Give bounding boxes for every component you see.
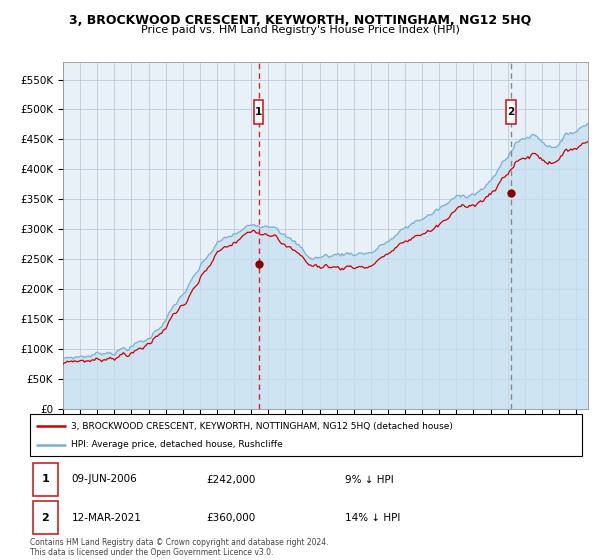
Text: HPI: Average price, detached house, Rushcliffe: HPI: Average price, detached house, Rush…: [71, 440, 283, 449]
Text: Contains HM Land Registry data © Crown copyright and database right 2024.
This d: Contains HM Land Registry data © Crown c…: [30, 538, 329, 557]
Text: 3, BROCKWOOD CRESCENT, KEYWORTH, NOTTINGHAM, NG12 5HQ: 3, BROCKWOOD CRESCENT, KEYWORTH, NOTTING…: [69, 14, 531, 27]
Text: 2: 2: [507, 107, 514, 117]
Text: 2: 2: [41, 512, 49, 522]
Text: 9% ↓ HPI: 9% ↓ HPI: [344, 474, 394, 484]
Text: Price paid vs. HM Land Registry's House Price Index (HPI): Price paid vs. HM Land Registry's House …: [140, 25, 460, 35]
Text: 14% ↓ HPI: 14% ↓ HPI: [344, 512, 400, 522]
Text: 09-JUN-2006: 09-JUN-2006: [71, 474, 137, 484]
Text: 3, BROCKWOOD CRESCENT, KEYWORTH, NOTTINGHAM, NG12 5HQ (detached house): 3, BROCKWOOD CRESCENT, KEYWORTH, NOTTING…: [71, 422, 453, 431]
Text: 12-MAR-2021: 12-MAR-2021: [71, 512, 141, 522]
FancyBboxPatch shape: [506, 100, 515, 124]
Text: 1: 1: [255, 107, 262, 117]
Text: £360,000: £360,000: [206, 512, 256, 522]
FancyBboxPatch shape: [254, 100, 263, 124]
FancyBboxPatch shape: [33, 463, 58, 496]
FancyBboxPatch shape: [33, 501, 58, 534]
Text: £242,000: £242,000: [206, 474, 256, 484]
Text: 1: 1: [41, 474, 49, 484]
